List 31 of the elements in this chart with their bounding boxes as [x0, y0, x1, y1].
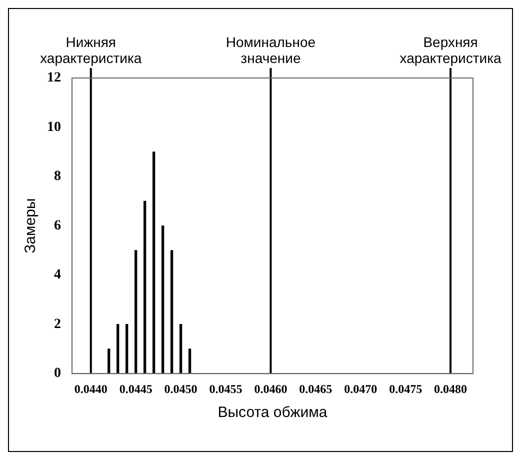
y-tick-label: 10	[47, 120, 61, 135]
ref-line-label: Номинальное значение	[226, 34, 316, 66]
bar	[188, 348, 192, 374]
x-tick-label: 0.0480	[434, 382, 468, 396]
y-tick-label: 2	[54, 316, 61, 332]
x-tick-label: 0.0470	[344, 382, 378, 396]
ref-line-label: Нижняя характеристика	[40, 34, 142, 66]
x-tick-label: 0.0445	[119, 382, 152, 396]
bar	[179, 324, 182, 374]
y-tick-label: 6	[54, 218, 61, 234]
y-tick-label: 0	[54, 366, 61, 382]
bar	[108, 348, 110, 374]
x-axis-title: Высота обжима	[218, 404, 328, 422]
y-axis-title: Замеры	[22, 198, 40, 254]
x-tick-label: 0.0450	[164, 382, 198, 396]
ref-line-label: Верхняя характеристика	[400, 34, 502, 66]
bar	[161, 225, 164, 374]
x-tick-label: 0.0465	[299, 382, 332, 396]
bar	[126, 324, 128, 374]
x-tick-label: 0.0460	[254, 382, 288, 396]
bar	[170, 250, 174, 374]
x-tick-label: 0.0455	[209, 382, 242, 396]
x-tick-label: 0.0475	[389, 382, 422, 396]
x-tick-label: 0.0440	[74, 382, 108, 396]
bar	[144, 200, 146, 374]
bar	[134, 250, 138, 374]
bar	[152, 152, 156, 374]
y-tick-label: 12	[47, 70, 61, 86]
y-tick-label: 4	[54, 268, 61, 283]
y-tick-label: 8	[54, 169, 61, 184]
bar	[116, 324, 120, 374]
